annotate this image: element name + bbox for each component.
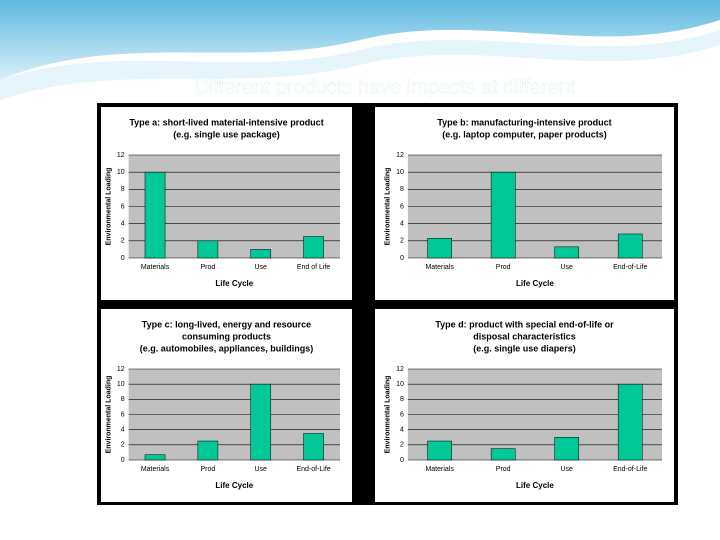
y-tick-label: 8 (400, 186, 404, 193)
chart-title: consuming products (182, 331, 271, 341)
chart-title: (e.g. laptop computer, paper products) (442, 129, 607, 139)
x-axis-label: Life Cycle (516, 279, 554, 288)
y-tick-label: 8 (121, 396, 125, 403)
y-tick-label: 2 (121, 442, 125, 449)
x-tick-label: Prod (200, 466, 215, 473)
bar (554, 246, 580, 259)
y-axis-label: Environmental Loading (105, 168, 112, 246)
y-tick-label: 8 (121, 186, 125, 193)
bar (427, 440, 452, 461)
header-wave (0, 0, 720, 80)
bar (427, 238, 452, 259)
y-tick-label: 2 (121, 238, 125, 245)
y-tick-label: 0 (121, 457, 125, 464)
x-tick-label: Materials (425, 466, 454, 473)
bar (490, 448, 516, 461)
y-tick-label: 6 (400, 411, 404, 418)
y-axis-label: Environmental Loading (105, 376, 112, 454)
y-tick-label: 4 (121, 221, 125, 228)
bar (197, 240, 219, 259)
y-axis-label: Environmental Loading (385, 376, 392, 454)
x-tick-label: Prod (496, 466, 511, 473)
x-axis-label: Life Cycle (215, 481, 253, 490)
y-tick-label: 10 (396, 381, 404, 388)
y-tick-label: 2 (400, 238, 404, 245)
bar (303, 236, 324, 259)
y-tick-label: 0 (400, 457, 404, 464)
y-tick-label: 4 (400, 221, 404, 228)
y-tick-label: 0 (121, 255, 125, 262)
chart-title: Type c: long-lived, energy and resource (142, 319, 311, 329)
y-tick-label: 4 (121, 427, 125, 434)
bar (490, 171, 516, 259)
y-tick-label: 4 (400, 427, 404, 434)
bar (303, 433, 324, 461)
bar (144, 171, 166, 259)
chart-title: (e.g. single use package) (173, 129, 280, 139)
x-tick-label: Prod (496, 264, 511, 271)
y-tick-label: 6 (400, 203, 404, 210)
x-tick-label: Use (255, 466, 268, 473)
bar (617, 233, 643, 259)
y-tick-label: 10 (117, 169, 125, 176)
chart-title: disposal characteristics (473, 331, 576, 341)
chart-title: Type d: product with special end-of-life… (435, 319, 614, 329)
chart-title: (e.g. single use diapers) (473, 343, 576, 353)
y-tick-label: 6 (121, 411, 125, 418)
x-tick-label: Prod (200, 264, 215, 271)
bar (197, 440, 219, 461)
x-tick-label: End-of-Life (613, 264, 647, 271)
x-tick-label: Materials (425, 264, 454, 271)
slide-title: Different products have impacts at diffe… (195, 76, 576, 98)
bar (144, 454, 166, 461)
y-tick-label: 12 (117, 152, 125, 159)
header-wave-light (0, 30, 720, 100)
y-tick-label: 10 (396, 169, 404, 176)
y-tick-label: 10 (117, 381, 125, 388)
x-tick-label: End of Life (297, 264, 331, 271)
chart-title: Type b: manufacturing-intensive product (437, 117, 611, 127)
y-tick-label: 6 (121, 203, 125, 210)
x-tick-label: End-of-Life (613, 466, 647, 473)
chart-title: (e.g. automobiles, appliances, buildings… (140, 343, 314, 353)
x-tick-label: Materials (141, 466, 170, 473)
y-tick-label: 2 (400, 442, 404, 449)
y-axis-label: Environmental Loading (385, 168, 392, 246)
y-tick-label: 0 (400, 255, 404, 262)
y-tick-label: 12 (117, 366, 125, 373)
bar (617, 383, 643, 461)
x-axis-label: Life Cycle (215, 279, 253, 288)
x-tick-label: Materials (141, 264, 170, 271)
x-axis-label: Life Cycle (516, 481, 554, 490)
bar (554, 437, 580, 461)
x-tick-label: End-of-Life (296, 466, 330, 473)
x-tick-label: Use (560, 466, 573, 473)
y-tick-label: 8 (400, 396, 404, 403)
bar (250, 383, 272, 461)
x-tick-label: Use (255, 264, 268, 271)
x-tick-label: Use (560, 264, 573, 271)
chart-title: Type a: short-lived material-intensive p… (129, 117, 323, 127)
y-tick-label: 12 (396, 366, 404, 373)
y-tick-label: 12 (396, 152, 404, 159)
bar (250, 249, 272, 259)
